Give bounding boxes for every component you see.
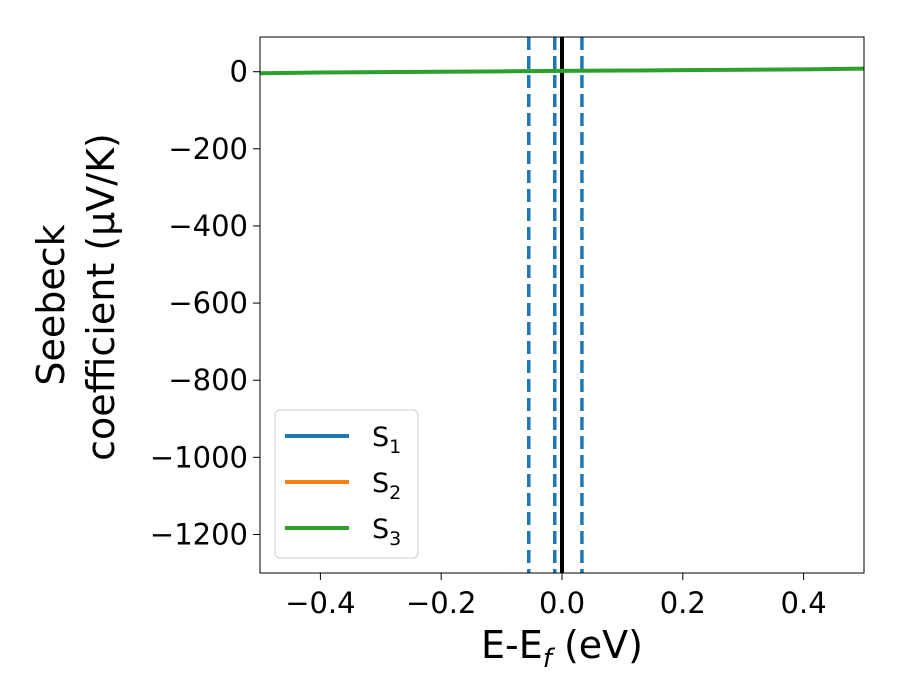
legend-label-2: S2 xyxy=(372,468,401,504)
legend: S1 S2 S3 xyxy=(274,409,419,559)
y-tick-label: 0 xyxy=(230,55,248,89)
x-axis-ticks: −0.4 −0.2 0.0 0.2 0.4 xyxy=(285,573,827,620)
y-axis-ticks: 0 −200 −400 −600 −800 −1000 −1200 xyxy=(150,55,260,551)
y-tick-label: −1200 xyxy=(150,517,248,551)
y-tick-label: −600 xyxy=(168,286,248,320)
x-tick-label: 0.4 xyxy=(781,586,827,620)
legend-label-1: S1 xyxy=(372,422,401,458)
series-line-3 xyxy=(260,66,864,76)
y-tick-label: −800 xyxy=(168,363,248,397)
legend-label-3: S3 xyxy=(372,514,401,550)
x-tick-label: −0.4 xyxy=(285,586,355,620)
data-series xyxy=(260,66,864,76)
x-axis-title: E-Ef (eV) xyxy=(481,623,643,674)
y-tick-label: −400 xyxy=(168,209,248,243)
x-tick-label: 0.2 xyxy=(660,586,706,620)
y-axis-title: Seebeck coefficient (μV/K) xyxy=(29,133,123,461)
x-tick-label: 0.0 xyxy=(539,586,585,620)
vertical-lines xyxy=(527,37,584,573)
y-axis-title-line-2: coefficient (μV/K) xyxy=(79,133,123,461)
y-tick-label: −200 xyxy=(168,132,248,166)
x-tick-label: −0.2 xyxy=(406,586,476,620)
y-tick-label: −1000 xyxy=(150,440,248,474)
y-axis-title-line-1: Seebeck xyxy=(29,224,73,385)
